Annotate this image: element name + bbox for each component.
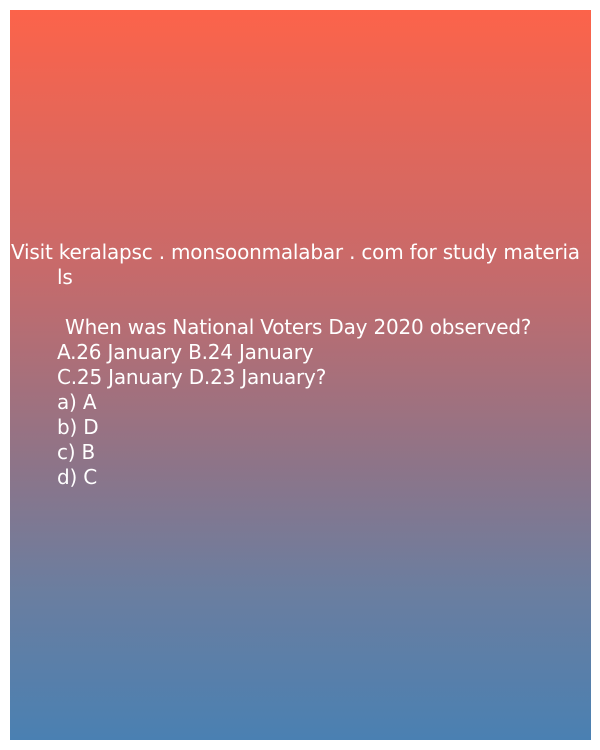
answer-choice-c: c) B [57,440,96,464]
answer-choice-d: d) C [57,465,98,489]
question-options-row-1: A.26 January B.24 January [57,340,314,364]
promo-text-line-1: Visit keralapsc . monsoonmalabar . com f… [11,240,580,264]
answer-choice-a: a) A [57,390,97,414]
quiz-card: Visit keralapsc . monsoonmalabar . com f… [10,10,591,740]
question-options-row-2: C.25 January D.23 January? [57,365,327,389]
question-text: When was National Voters Day 2020 observ… [65,315,532,339]
answer-choice-b: b) D [57,415,99,439]
promo-text-line-2: ls [57,265,73,289]
